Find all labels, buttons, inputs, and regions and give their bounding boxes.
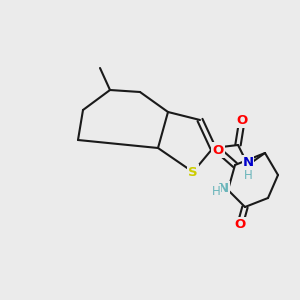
Text: N: N — [242, 155, 253, 169]
Text: O: O — [236, 113, 247, 127]
Text: N: N — [218, 182, 229, 195]
Text: O: O — [234, 218, 246, 232]
Text: H: H — [212, 185, 220, 198]
Text: O: O — [212, 143, 224, 157]
Text: S: S — [188, 166, 198, 178]
Text: H: H — [244, 169, 252, 182]
